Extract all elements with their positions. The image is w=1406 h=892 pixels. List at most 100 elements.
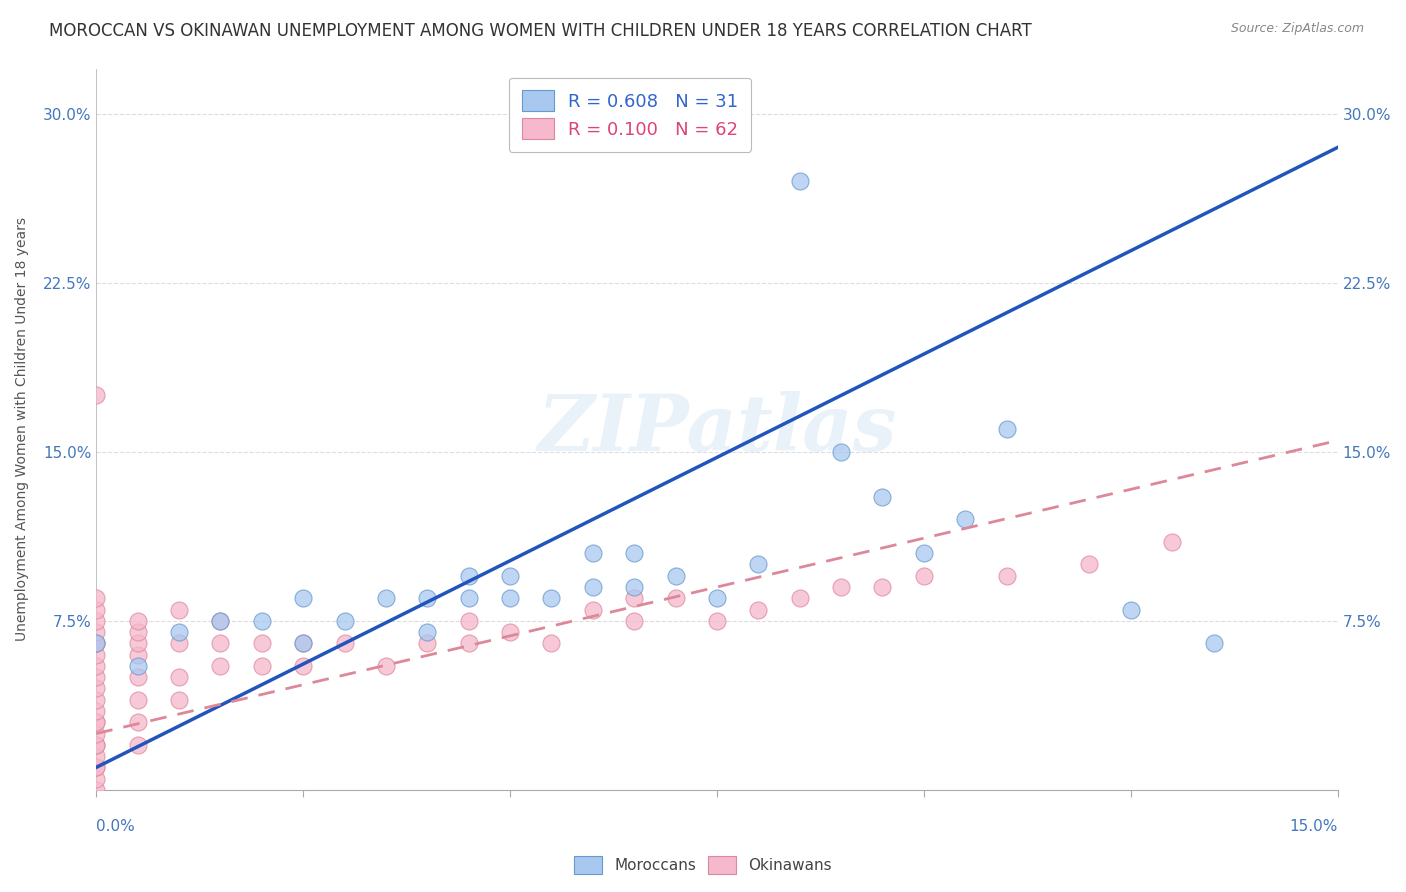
Point (250, 614, 273, 628)
Point (127, 625, 149, 640)
Point (747, 602, 769, 616)
Point (292, 636, 315, 650)
Point (912, 546, 935, 560)
Point (167, 636, 190, 650)
Point (84, 692, 107, 706)
Point (84, 715, 107, 730)
Legend: Moroccans, Okinawans: Moroccans, Okinawans (568, 850, 838, 880)
Point (457, 591, 479, 606)
Point (872, 580, 894, 594)
Point (747, 558, 769, 572)
Point (457, 614, 479, 628)
Text: ZIPatlas: ZIPatlas (537, 391, 897, 467)
Point (457, 568, 479, 582)
Point (84, 749, 107, 764)
Point (374, 659, 396, 673)
Point (209, 614, 232, 628)
Point (167, 602, 190, 616)
Point (209, 659, 232, 673)
Point (582, 602, 605, 616)
Point (209, 636, 232, 650)
Point (84, 636, 107, 650)
Point (84, 614, 107, 628)
Point (292, 659, 315, 673)
Point (209, 614, 232, 628)
Point (127, 659, 149, 673)
Text: 15.0%: 15.0% (1289, 819, 1337, 834)
Text: Source: ZipAtlas.com: Source: ZipAtlas.com (1230, 22, 1364, 36)
Point (84, 659, 107, 673)
Point (872, 490, 894, 504)
Point (789, 591, 811, 606)
Point (127, 670, 149, 684)
Point (84, 388, 107, 402)
Point (623, 591, 645, 606)
Point (127, 738, 149, 752)
Point (1078, 558, 1101, 572)
Point (127, 614, 149, 628)
Point (333, 636, 356, 650)
Point (995, 422, 1018, 436)
Point (912, 568, 935, 582)
Point (830, 580, 852, 594)
Point (664, 568, 686, 582)
Point (84, 772, 107, 786)
Point (995, 568, 1018, 582)
Point (623, 580, 645, 594)
Point (1202, 636, 1225, 650)
Point (706, 591, 728, 606)
Point (582, 580, 605, 594)
Point (84, 602, 107, 616)
Point (250, 636, 273, 650)
Point (582, 546, 605, 560)
Point (292, 591, 315, 606)
Point (167, 692, 190, 706)
Point (499, 625, 522, 640)
Point (623, 546, 645, 560)
Point (333, 614, 356, 628)
Point (374, 591, 396, 606)
Point (167, 625, 190, 640)
Point (540, 591, 562, 606)
Point (540, 636, 562, 650)
Legend: R = 0.608   N = 31, R = 0.100   N = 62: R = 0.608 N = 31, R = 0.100 N = 62 (509, 78, 751, 152)
Point (830, 444, 852, 458)
Point (127, 692, 149, 706)
Point (955, 512, 977, 526)
Point (127, 648, 149, 662)
Point (623, 614, 645, 628)
Point (706, 614, 728, 628)
Point (499, 591, 522, 606)
Point (416, 625, 439, 640)
Point (84, 726, 107, 740)
Point (84, 738, 107, 752)
Point (84, 760, 107, 774)
Point (84, 636, 107, 650)
Point (84, 681, 107, 696)
Point (127, 715, 149, 730)
Point (84, 625, 107, 640)
Point (1161, 535, 1184, 549)
Point (84, 715, 107, 730)
Point (457, 636, 479, 650)
Point (84, 648, 107, 662)
Point (127, 636, 149, 650)
Point (416, 591, 439, 606)
Point (84, 783, 107, 797)
Point (84, 636, 107, 650)
Point (416, 636, 439, 650)
Text: 0.0%: 0.0% (96, 819, 135, 834)
Point (84, 760, 107, 774)
Point (167, 670, 190, 684)
Point (84, 670, 107, 684)
Point (84, 591, 107, 606)
Y-axis label: Unemployment Among Women with Children Under 18 years: Unemployment Among Women with Children U… (15, 218, 30, 641)
Point (1119, 602, 1142, 616)
Point (250, 659, 273, 673)
Point (84, 704, 107, 718)
Point (789, 174, 811, 188)
Point (664, 591, 686, 606)
Point (499, 568, 522, 582)
Point (292, 636, 315, 650)
Point (84, 738, 107, 752)
